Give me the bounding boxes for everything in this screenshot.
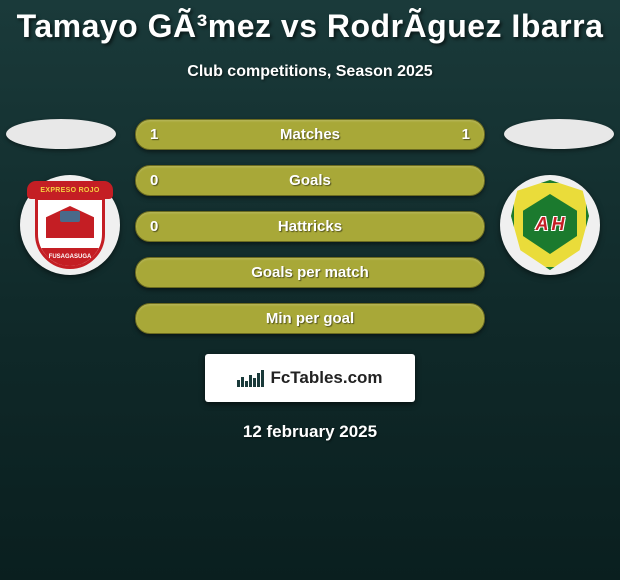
comparison-panel: EXPRESO ROJO FUSAGASUGA A H 1 Matches 1 … — [0, 119, 620, 442]
stat-row-min-per-goal: Min per goal — [135, 303, 485, 334]
subtitle: Club competitions, Season 2025 — [0, 63, 620, 81]
player-photo-left — [6, 119, 116, 149]
stat-left-value: 0 — [150, 172, 158, 189]
stat-row-matches: 1 Matches 1 — [135, 119, 485, 150]
stats-list: 1 Matches 1 0 Goals 0 Hattricks Goals pe… — [135, 119, 485, 334]
brand-box[interactable]: FcTables.com — [205, 354, 415, 402]
date-label: 12 february 2025 — [0, 422, 620, 442]
stat-label: Hattricks — [278, 218, 342, 235]
stat-row-goals: 0 Goals — [135, 165, 485, 196]
bar-chart-icon — [237, 370, 264, 387]
stat-right-value: 1 — [462, 126, 470, 143]
stat-label: Goals — [289, 172, 331, 189]
badge-footer: FUSAGASUGA — [38, 248, 102, 266]
team-badge-right: A H — [500, 175, 600, 275]
badge-letter-h: H — [552, 214, 565, 235]
badge-letter-a: A — [536, 214, 549, 235]
stat-label: Goals per match — [251, 264, 369, 281]
brand-label: FcTables.com — [270, 368, 382, 388]
stat-row-goals-per-match: Goals per match — [135, 257, 485, 288]
badge-body: FUSAGASUGA — [35, 197, 105, 269]
page-title: Tamayo GÃ³mez vs RodrÃ­guez Ibarra — [0, 0, 620, 45]
stat-left-value: 1 — [150, 126, 158, 143]
stat-label: Matches — [280, 126, 340, 143]
stat-left-value: 0 — [150, 218, 158, 235]
team-badge-left: EXPRESO ROJO FUSAGASUGA — [20, 175, 120, 275]
stat-label: Min per goal — [266, 310, 354, 327]
stat-row-hattricks: 0 Hattricks — [135, 211, 485, 242]
train-window — [60, 211, 80, 222]
shield-icon: EXPRESO ROJO FUSAGASUGA — [31, 181, 109, 269]
shield-icon: A H — [511, 180, 589, 270]
player-photo-right — [504, 119, 614, 149]
